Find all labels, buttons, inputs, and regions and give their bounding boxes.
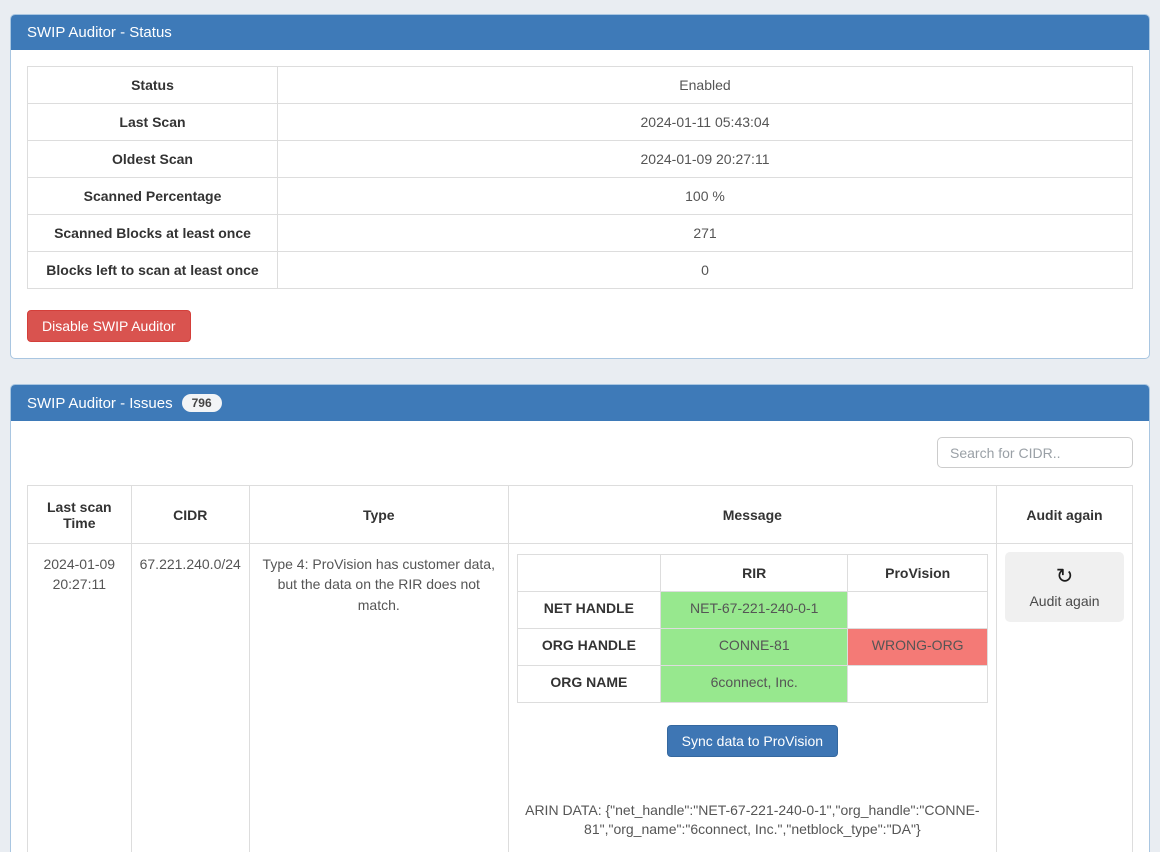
status-panel-body: Status Enabled Last Scan 2024-01-11 05:4…	[11, 50, 1149, 358]
rir-provision-comparison-table: RIR ProVision NET HANDLE NET-67-221-240-…	[516, 554, 988, 703]
table-row: Scanned Blocks at least once 271	[27, 214, 1133, 252]
comparison-row-net-handle: NET HANDLE NET-67-221-240-0-1	[516, 591, 988, 629]
comparison-row-label: ORG HANDLE	[516, 628, 662, 666]
issues-table: Last scan Time CIDR Type Message Audit a…	[27, 485, 1133, 852]
audit-again-button[interactable]: ↻ Audit again	[1005, 552, 1124, 622]
column-header-message: Message	[507, 485, 998, 544]
issues-panel-header: SWIP Auditor - Issues 796	[11, 385, 1149, 421]
status-row-label: Scanned Blocks at least once	[27, 214, 278, 252]
issues-panel-title: SWIP Auditor - Issues	[27, 394, 173, 412]
comparison-row-label: ORG NAME	[516, 665, 662, 703]
status-row-value: Enabled	[277, 66, 1133, 104]
status-row-label: Scanned Percentage	[27, 177, 278, 215]
comparison-header-rir: RIR	[660, 554, 849, 592]
disable-swip-auditor-button[interactable]: Disable SWIP Auditor	[27, 310, 191, 342]
provision-value-empty	[847, 665, 988, 703]
status-panel-title: SWIP Auditor - Status	[27, 24, 172, 41]
status-row-value: 0	[277, 251, 1133, 289]
arin-data-text: ARIN DATA: {"net_handle":"NET-67-221-240…	[525, 802, 980, 837]
issues-table-header-row: Last scan Time CIDR Type Message Audit a…	[27, 485, 1133, 544]
issues-panel-body: Last scan Time CIDR Type Message Audit a…	[11, 421, 1149, 852]
issue-message-cell: RIR ProVision NET HANDLE NET-67-221-240-…	[507, 543, 998, 852]
issue-row: 2024-01-09 20:27:11 67.221.240.0/24 Type…	[27, 543, 1133, 852]
comparison-row-org-handle: ORG HANDLE CONNE-81 WRONG-ORG	[516, 628, 988, 666]
cidr-search-input[interactable]	[937, 437, 1133, 468]
column-header-type: Type	[248, 485, 509, 544]
comparison-header-row: RIR ProVision	[516, 554, 988, 592]
issue-last-scan-time: 2024-01-09 20:27:11	[27, 543, 132, 852]
column-header-cidr: CIDR	[130, 485, 250, 544]
audit-again-label: Audit again	[1029, 592, 1100, 609]
rir-value-match: CONNE-81	[660, 628, 849, 666]
status-row-value: 2024-01-09 20:27:11	[277, 140, 1133, 178]
status-row-label: Blocks left to scan at least once	[27, 251, 278, 289]
table-row: Oldest Scan 2024-01-09 20:27:11	[27, 140, 1133, 178]
provision-value-empty	[847, 591, 988, 629]
column-header-audit-again: Audit again	[996, 485, 1133, 544]
comparison-header-provision: ProVision	[847, 554, 988, 592]
status-row-label: Oldest Scan	[27, 140, 278, 178]
status-panel: SWIP Auditor - Status Status Enabled Las…	[10, 14, 1150, 359]
status-panel-header: SWIP Auditor - Status	[11, 15, 1149, 50]
rir-value-match: NET-67-221-240-0-1	[660, 591, 849, 629]
issues-panel: SWIP Auditor - Issues 796 Last scan Time…	[10, 384, 1150, 852]
issue-type: Type 4: ProVision has customer data, but…	[248, 543, 509, 852]
status-row-value: 100 %	[277, 177, 1133, 215]
rir-value-match: 6connect, Inc.	[660, 665, 849, 703]
sync-data-to-provision-button[interactable]: Sync data to ProVision	[666, 725, 839, 757]
status-row-value: 2024-01-11 05:43:04	[277, 103, 1133, 141]
table-row: Status Enabled	[27, 66, 1133, 104]
refresh-icon: ↻	[1055, 564, 1074, 588]
comparison-row-label: NET HANDLE	[516, 591, 662, 629]
table-row: Last Scan 2024-01-11 05:43:04	[27, 103, 1133, 141]
column-header-last-scan-time: Last scan Time	[27, 485, 132, 544]
status-row-label: Last Scan	[27, 103, 278, 141]
issues-count-badge: 796	[181, 394, 222, 412]
issue-cidr: 67.221.240.0/24	[130, 543, 250, 852]
status-row-value: 271	[277, 214, 1133, 252]
table-row: Blocks left to scan at least once 0	[27, 251, 1133, 289]
status-table: Status Enabled Last Scan 2024-01-11 05:4…	[27, 66, 1133, 289]
comparison-row-org-name: ORG NAME 6connect, Inc.	[516, 665, 988, 703]
comparison-empty-header	[516, 554, 662, 592]
table-row: Scanned Percentage 100 %	[27, 177, 1133, 215]
status-row-label: Status	[27, 66, 278, 104]
issue-audit-again-cell: ↻ Audit again	[996, 543, 1133, 852]
search-row	[27, 437, 1133, 468]
provision-value-mismatch: WRONG-ORG	[847, 628, 988, 666]
